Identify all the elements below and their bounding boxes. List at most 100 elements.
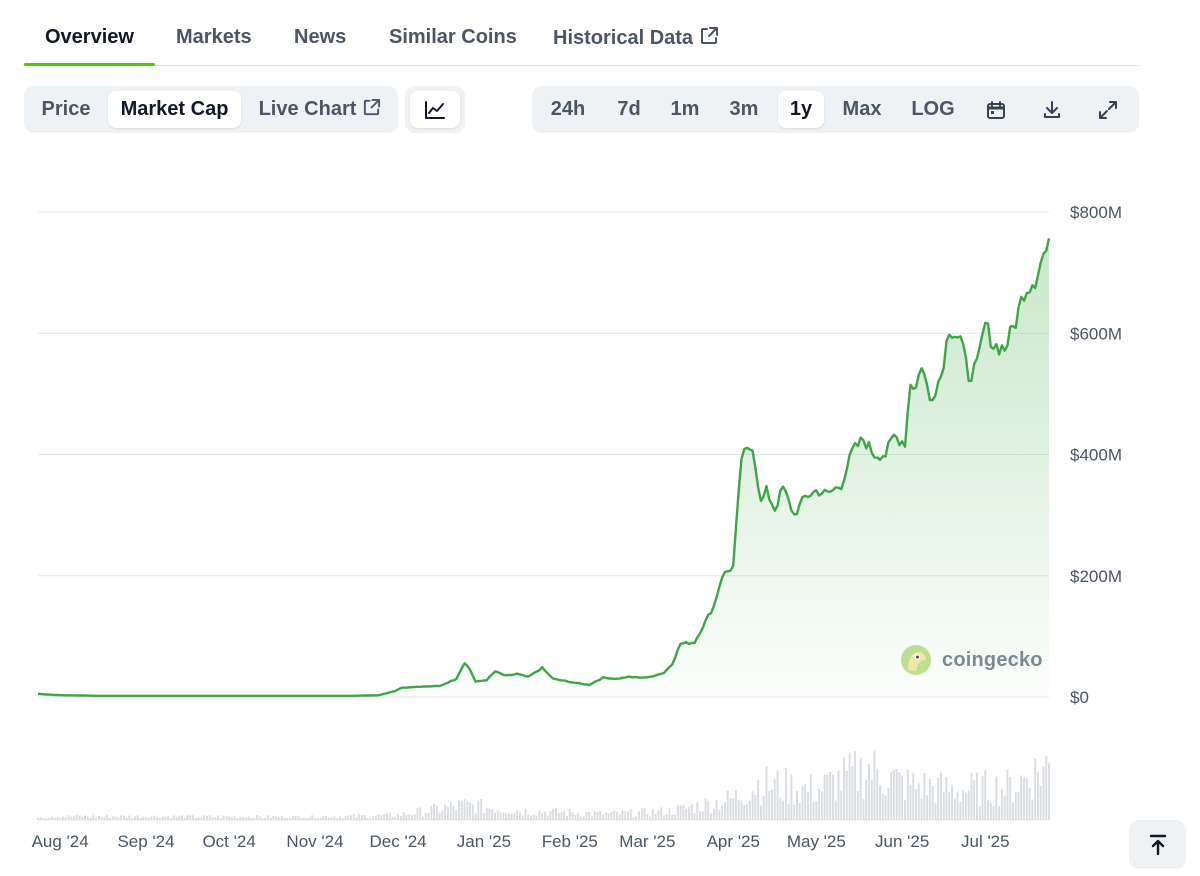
volume-bar: [840, 790, 843, 820]
volume-bar: [192, 814, 195, 820]
volume-bar: [369, 817, 372, 820]
volume-bar: [219, 818, 222, 820]
volume-bar: [347, 815, 350, 820]
download-button[interactable]: [1032, 91, 1072, 128]
volume-bar: [128, 815, 131, 820]
range-3m-button[interactable]: 3m: [718, 91, 770, 128]
volume-bar: [53, 818, 56, 820]
volume-bar: [599, 810, 602, 820]
volume-bar: [397, 814, 400, 820]
volume-bar: [1012, 802, 1014, 820]
volume-bar: [361, 815, 364, 820]
range-1y-button[interactable]: 1y: [778, 91, 824, 128]
volume-bar: [629, 808, 632, 820]
arrow-up-to-line-icon: [1149, 834, 1166, 855]
x-tick-label: Jul '25: [961, 832, 1010, 851]
volume-bar: [86, 816, 89, 820]
volume-bar: [111, 816, 114, 820]
tab-overview[interactable]: Overview: [45, 26, 134, 49]
volume-bar: [757, 780, 760, 820]
volume-bar: [826, 774, 829, 820]
volume-bar: [311, 815, 314, 820]
live-chart-button[interactable]: Live Chart: [248, 91, 392, 128]
volume-bar: [566, 815, 569, 820]
volume-bar: [164, 816, 167, 820]
line-layer: [37, 238, 1051, 697]
volume-bar: [100, 816, 103, 820]
volume-bar: [488, 808, 491, 820]
volume-bar: [344, 816, 347, 820]
volume-bar: [258, 816, 261, 820]
volume-bar: [1017, 792, 1020, 820]
tab-markets[interactable]: Markets: [176, 26, 252, 49]
range-24h-button[interactable]: 24h: [538, 91, 598, 128]
tab-news[interactable]: News: [294, 26, 346, 49]
volume-bar: [987, 800, 990, 820]
volume-bar: [649, 816, 652, 820]
volume-bar: [934, 803, 937, 820]
volume-bar: [895, 768, 898, 820]
volume-bar: [820, 791, 823, 820]
volume-bar: [211, 817, 214, 820]
volume-bar: [948, 792, 951, 820]
volume-bar: [363, 814, 366, 820]
volume-bar: [136, 815, 139, 820]
x-tick-label: Sep '24: [117, 832, 174, 851]
volume-bar: [477, 801, 480, 820]
volume-bar: [735, 790, 737, 820]
y-tick-label: $800M: [1070, 203, 1122, 222]
volume-bar: [679, 805, 682, 820]
x-tick-label: Oct '24: [202, 832, 255, 851]
volume-bar: [724, 802, 726, 820]
range-1m-button[interactable]: 1m: [660, 91, 710, 128]
log-scale-button[interactable]: LOG: [900, 91, 966, 128]
volume-bar: [70, 816, 73, 820]
volume-bar: [1034, 758, 1037, 820]
volume-bar: [549, 811, 552, 820]
x-tick-label: Jan '25: [457, 832, 511, 851]
volume-bar: [904, 800, 906, 820]
volume-bar: [721, 805, 724, 820]
tab-similar-coins[interactable]: Similar Coins: [389, 26, 517, 49]
volume-bar: [793, 804, 796, 820]
volume-bar: [67, 815, 70, 820]
volume-bar: [868, 764, 870, 820]
active-tab-indicator: [24, 63, 155, 66]
market-cap-button[interactable]: Market Cap: [108, 91, 241, 128]
range-1y-label: 1y: [789, 98, 813, 120]
line-chart-button[interactable]: [410, 91, 460, 128]
volume-bar: [751, 791, 754, 820]
chart-style-toggle: [405, 86, 465, 133]
volume-bar: [582, 816, 585, 820]
volume-bar: [746, 804, 749, 820]
x-tick-label: Apr '25: [707, 832, 760, 851]
price-button[interactable]: Price: [30, 91, 102, 128]
volume-bar: [388, 813, 391, 820]
volume-bar: [815, 801, 818, 820]
volume-bar: [992, 806, 995, 820]
volume-bar: [959, 801, 962, 820]
volume-bar: [427, 812, 430, 820]
volume-bar: [552, 808, 555, 820]
x-tick-label: May '25: [787, 832, 846, 851]
volume-bar: [787, 803, 790, 820]
volume-bar: [967, 790, 970, 820]
volume-bar: [336, 818, 339, 820]
volume-bar: [1045, 756, 1048, 820]
volume-bar: [81, 817, 84, 820]
volume-bar: [715, 799, 718, 820]
volume-bar: [604, 812, 607, 820]
volume-bar: [834, 800, 837, 820]
volume-bar: [887, 788, 890, 820]
tab-historical-data[interactable]: Historical Data: [553, 26, 719, 50]
date-range-button[interactable]: [976, 91, 1016, 128]
range-7d-button[interactable]: 7d: [604, 91, 654, 128]
volume-bar: [200, 817, 203, 820]
volume-bar: [671, 815, 674, 820]
x-tick-label: Jun '25: [875, 832, 929, 851]
volume-bar: [771, 789, 773, 820]
range-max-button[interactable]: Max: [832, 91, 892, 128]
scroll-to-top-button[interactable]: [1129, 820, 1186, 869]
volume-bar: [560, 812, 563, 820]
fullscreen-button[interactable]: [1088, 91, 1128, 128]
